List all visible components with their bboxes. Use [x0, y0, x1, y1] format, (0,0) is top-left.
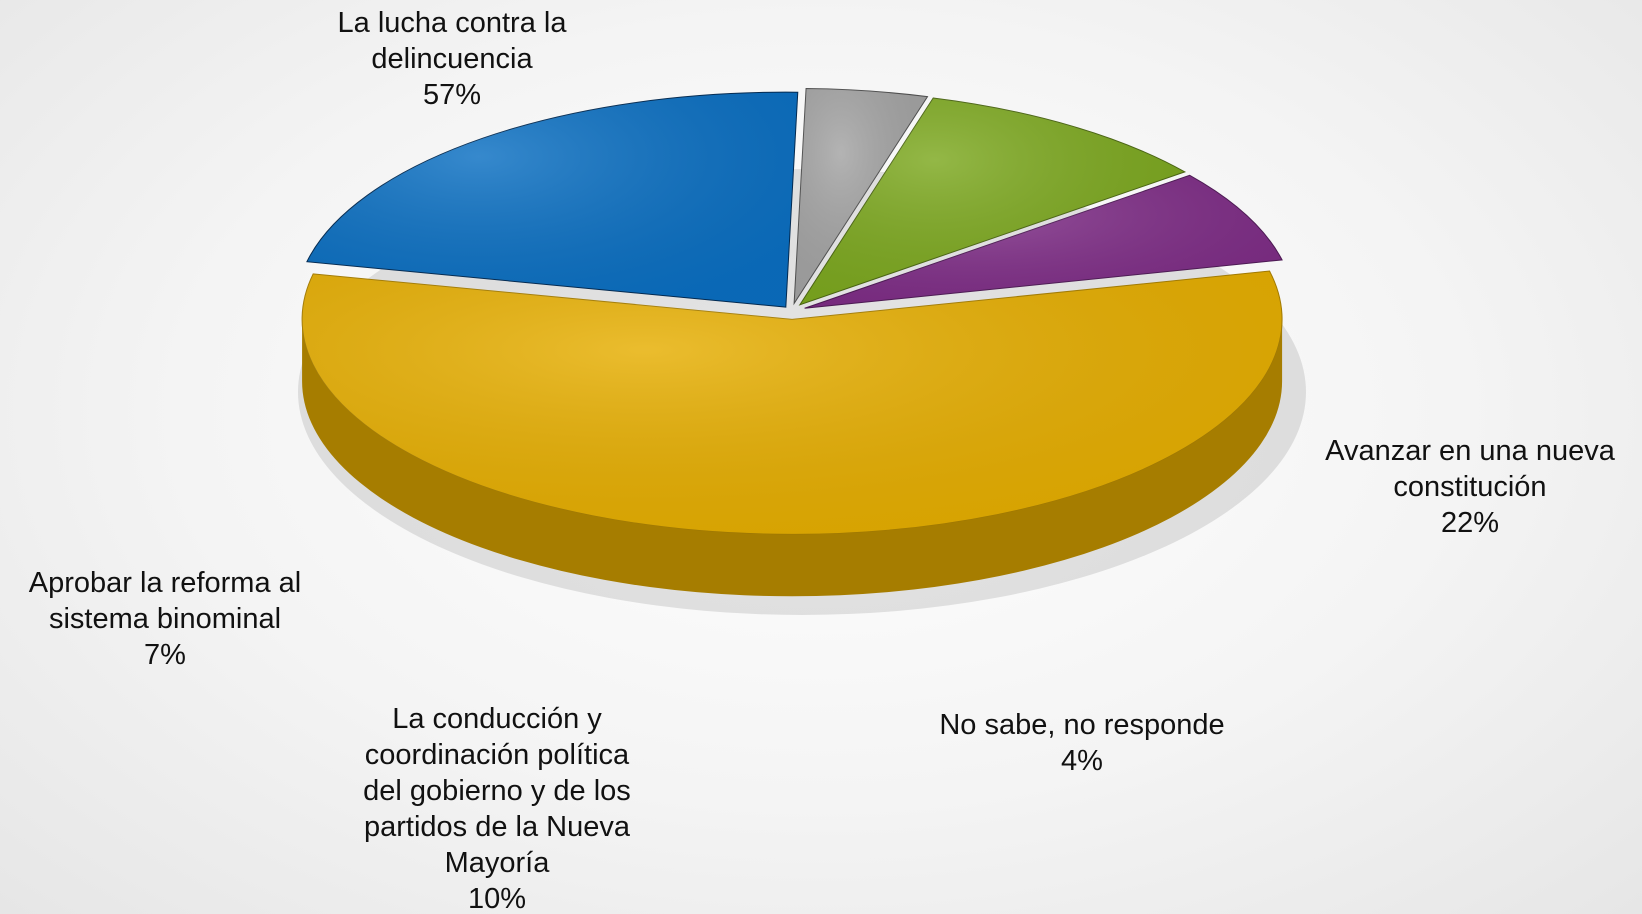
slice-category-label: La conducción y	[392, 703, 602, 735]
pie-slice-gloss-delincuencia	[302, 271, 1283, 535]
slice-category-label: partidos de la Nueva	[364, 811, 631, 843]
slice-category-label: delincuencia	[371, 43, 533, 75]
slice-percent-label: 7%	[144, 639, 186, 671]
slice-category-label: sistema binominal	[49, 603, 281, 635]
slice-percent-label: 57%	[423, 79, 481, 111]
pie-sides	[302, 319, 1283, 597]
slice-category-label: coordinación política	[365, 739, 630, 771]
slice-percent-label: 10%	[468, 883, 526, 914]
data-label-constitucion: Avanzar en una nueva constitución 22%	[1325, 435, 1616, 539]
pie-slice-gloss-constitucion	[306, 92, 798, 308]
data-label-delincuencia: La lucha contra la delincuencia 57%	[338, 7, 568, 111]
data-label-conduccion: La conducción y coordinación política del …	[363, 703, 631, 914]
slice-category-label: Mayoría	[445, 847, 551, 879]
slice-category-label: No sabe, no responde	[939, 709, 1224, 741]
data-label-binominal: Aprobar la reforma al sistema binominal 7%	[29, 567, 301, 671]
slice-percent-label: 22%	[1441, 507, 1499, 539]
slice-percent-label: 4%	[1061, 745, 1103, 777]
slice-category-label: constitución	[1393, 471, 1546, 503]
slice-category-label: Avanzar en una nueva	[1325, 435, 1616, 467]
pie-slice-gloss-conduccion	[799, 97, 1185, 305]
slice-category-label: del gobierno y de los	[363, 775, 631, 807]
slice-category-label: Aprobar la reforma al	[29, 567, 301, 599]
data-label-nsnr: No sabe, no responde 4%	[939, 709, 1224, 777]
pie-labels: La lucha contra la delincuencia 57% Avanzar…	[29, 7, 1616, 914]
pie-tops	[301, 88, 1283, 535]
slice-category-label: La lucha contra la	[338, 7, 568, 39]
pie-side-delincuencia	[302, 319, 1283, 597]
pie-slice-gloss-nsnr	[794, 88, 928, 304]
pie-slice-gloss-binominal	[804, 175, 1283, 309]
